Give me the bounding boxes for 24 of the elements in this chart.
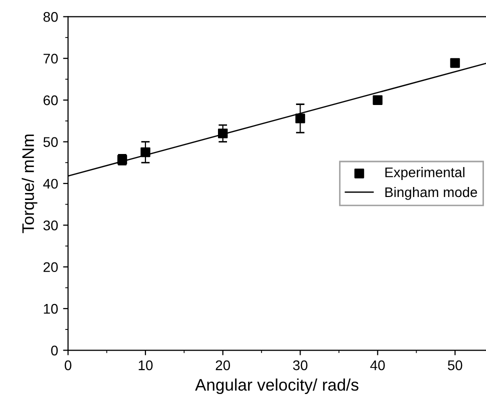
- point: [450, 58, 460, 68]
- x-tick-label: 50: [448, 360, 462, 370]
- point: [295, 114, 306, 124]
- y-tick-label: 70: [44, 54, 58, 64]
- legend-label: Bingham mode: [385, 186, 478, 200]
- y-tick-label: 30: [43, 220, 58, 230]
- x-tick-label: 0: [64, 360, 72, 370]
- y-tick-label: 40: [43, 178, 58, 189]
- x-tick-label: 10: [138, 360, 153, 370]
- legend-label: Experimental: [385, 167, 464, 180]
- point: [218, 128, 228, 138]
- y-tick-label: 80: [43, 12, 58, 22]
- x-tick-label: 30: [293, 360, 308, 370]
- x-tick-label: 40: [370, 360, 385, 370]
- point: [140, 147, 150, 158]
- point: [372, 95, 382, 105]
- y-tick-label: 50: [43, 137, 58, 147]
- y-tick-label: 20: [44, 262, 58, 272]
- y-tick-label: 60: [44, 95, 58, 106]
- y-tick-label: 10: [44, 304, 58, 314]
- x-tick-label: 20: [216, 360, 230, 370]
- y-tick-label: 0: [51, 346, 58, 356]
- x-axis-title: Angular velocity/ rad/s: [195, 378, 358, 394]
- y-axis-title: Torque/ mNm: [22, 134, 38, 234]
